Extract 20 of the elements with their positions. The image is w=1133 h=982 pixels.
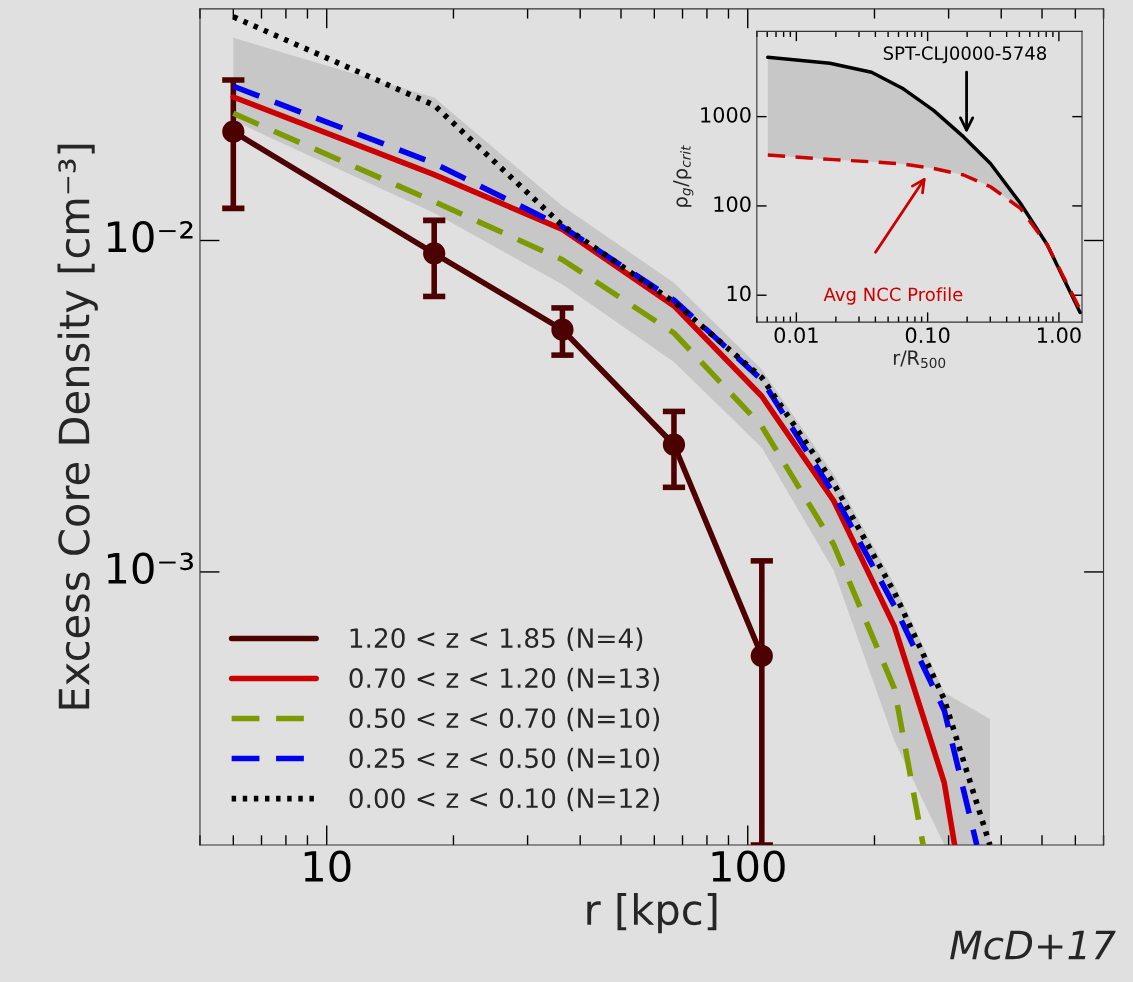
x-axis-title: r [kpc]	[587, 892, 717, 934]
y-axis-title: Excess Core Density [cm⁻³]	[57, 144, 98, 709]
legend-label: 0.00 < z < 0.10 (N=12)	[349, 787, 660, 812]
y-tick-label: 100	[714, 196, 751, 212]
legend-label: 0.25 < z < 0.50 (N=10)	[349, 747, 660, 772]
annotation: Avg NCC Profile	[823, 287, 963, 305]
annotation: SPT-CLJ0000-5748	[883, 46, 1047, 64]
legend-label: 0.50 < z < 0.70 (N=10)	[349, 707, 660, 732]
y-tick-label: 10⁻³	[107, 552, 193, 585]
x-axis-title: r/R$_{500}$	[893, 350, 946, 369]
x-tick-label: 0.10	[905, 327, 950, 344]
x-tick-label: 0.01	[774, 327, 818, 344]
y-tick-label: 10	[727, 285, 751, 302]
y-tick-label: 1000	[701, 106, 751, 123]
text: McD+17	[950, 930, 1116, 960]
x-tick-label: 1.00	[1037, 327, 1081, 344]
y-tick-label: 10⁻²	[107, 221, 193, 253]
y-axis-title: ρ$_{g}$/ρ$_{crit}$	[673, 145, 694, 207]
legend-label: 1.20 < z < 1.85 (N=4)	[350, 627, 643, 652]
legend-label: 0.70 < z < 1.20 (N=13)	[349, 667, 660, 692]
